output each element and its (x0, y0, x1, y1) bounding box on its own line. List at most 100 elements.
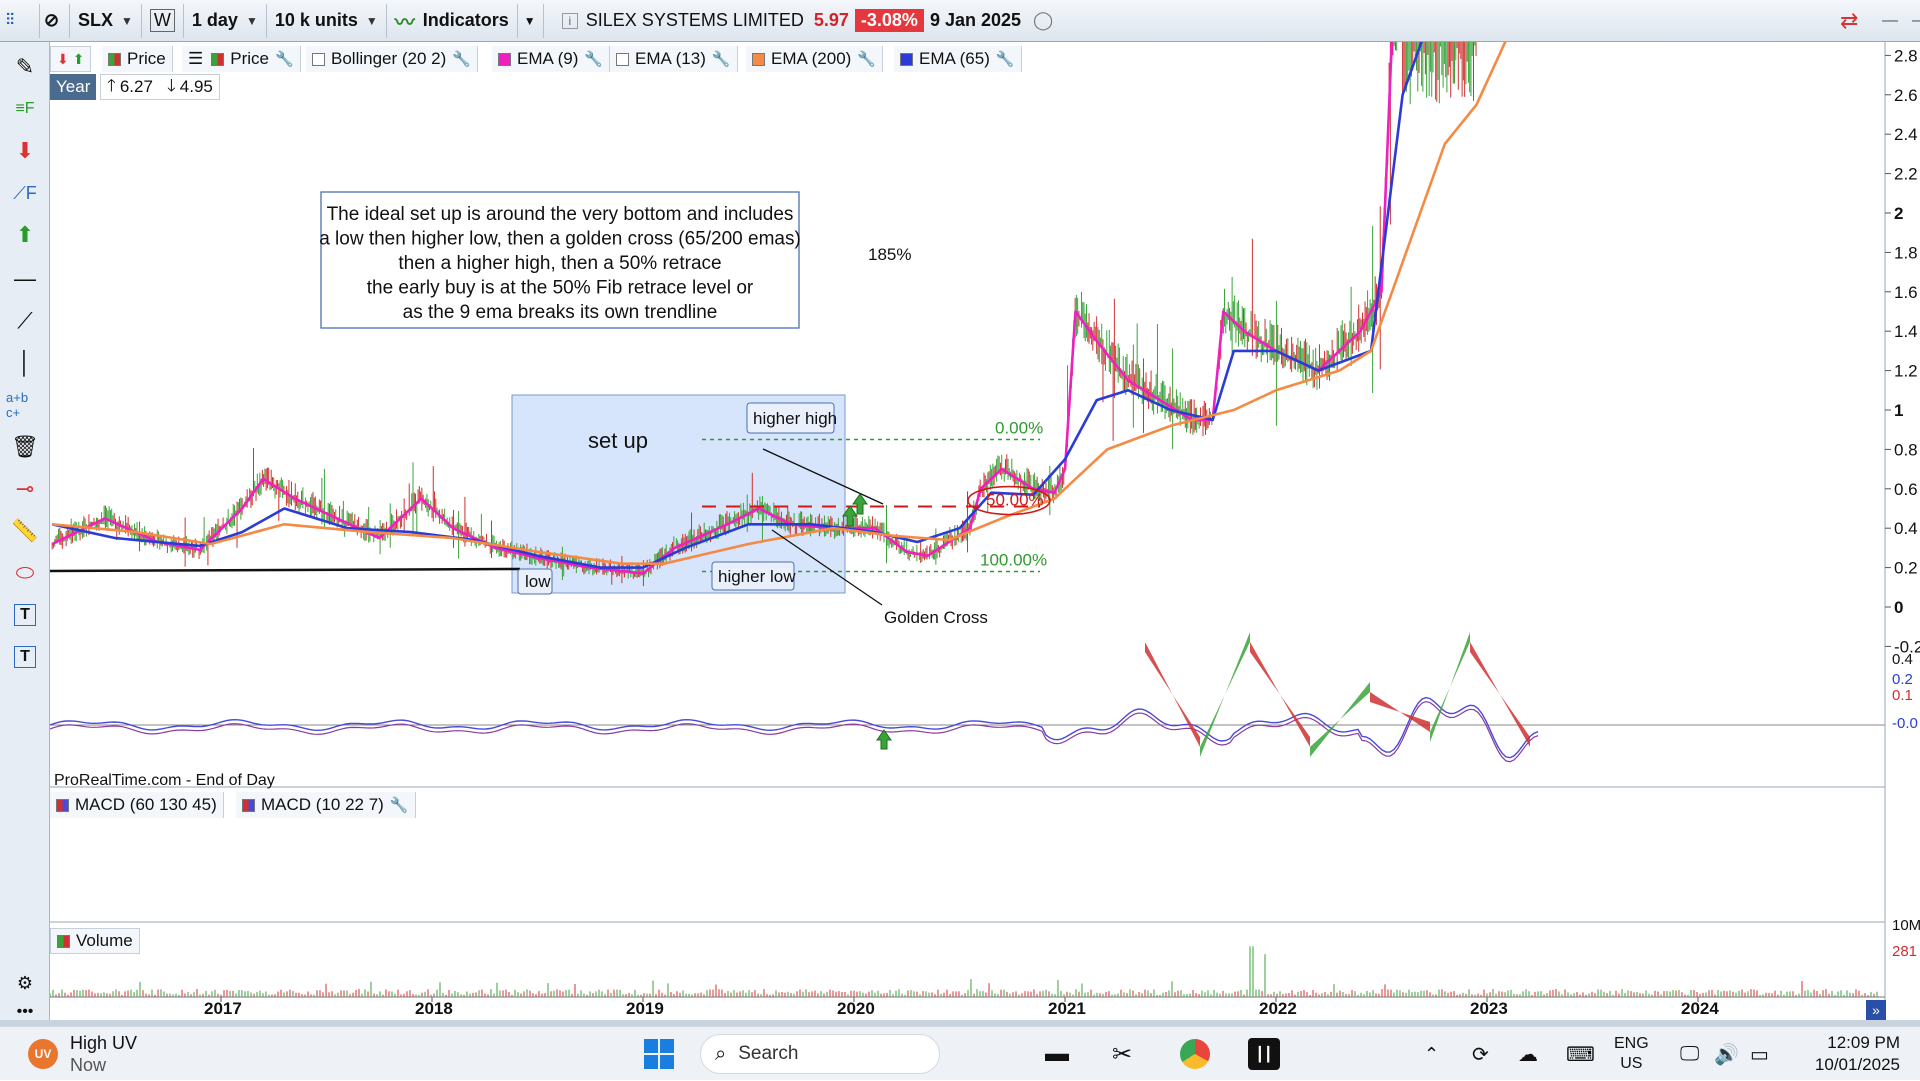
wrench-icon[interactable]: 🔧 (584, 51, 604, 68)
language-indicator[interactable]: ENG US (1614, 1027, 1649, 1081)
legend-volume[interactable]: Volume (50, 928, 140, 954)
fib-tool[interactable]: ≡F (6, 92, 44, 126)
formula-tool[interactable]: a+b c+ (6, 388, 44, 422)
legend-ema200[interactable]: EMA (200) 🔧 (746, 46, 883, 72)
segment-tool[interactable]: ⊸ (6, 472, 44, 506)
indicators-button[interactable]: 〰 Indicators (387, 3, 518, 38)
fib-50-ellipse (967, 485, 1051, 516)
chart-type-button[interactable]: ⫶⫶ (0, 3, 40, 38)
legend-ema9[interactable]: EMA (9) 🔧 (492, 46, 611, 72)
link-button[interactable]: ⊘ (40, 3, 70, 38)
sell-arrow-tool[interactable]: ⬇ (6, 134, 44, 168)
weekly-button[interactable]: W (142, 3, 184, 38)
arrow-down-icon: 🡓 (166, 75, 176, 95)
legend-macd-1[interactable]: MACD (60 130 45) (50, 792, 224, 818)
indicators-dropdown[interactable]: ▼ (518, 3, 544, 38)
weekly-label: W (149, 9, 175, 32)
legend-macd-2[interactable]: MACD (10 22 7) 🔧 (236, 792, 416, 818)
fib-50-label: 50.00% (986, 491, 1044, 510)
scroll-right-button[interactable]: » (1866, 1000, 1886, 1020)
low-label-box (517, 568, 553, 595)
tray-battery[interactable]: ▭ (1750, 1027, 1769, 1081)
symbol-selector[interactable]: SLX ▼ (70, 3, 142, 38)
vertical-line-tool[interactable]: │ (6, 346, 44, 380)
double-chevron-right-icon: » (1872, 1002, 1880, 1018)
legend-ema65[interactable]: EMA (65) 🔧 (894, 46, 1022, 72)
last-price: 5.97 (813, 10, 849, 30)
quote-date: 9 Jan 2025 (929, 10, 1022, 30)
tray-volume[interactable]: 🔊 (1714, 1027, 1739, 1081)
volume-axis-label: 281 (1892, 943, 1917, 960)
fib-fan-tool[interactable]: ⟋F (6, 176, 44, 210)
battery-icon: ▭ (1750, 1043, 1769, 1066)
y-tick-label: 2.2 (1894, 165, 1918, 184)
clock[interactable]: 12:09 PM 10/01/2025 (1800, 1027, 1900, 1081)
ema13-swatch (616, 52, 629, 66)
arrow-up-icon: ⬆ (15, 222, 35, 247)
chart-svg[interactable]: 0.00% 100.00% 50.00% The ideal set up is ar… (49, 0, 1920, 1020)
alerts-tool[interactable]: ⚙ (6, 966, 44, 1000)
buy-arrow (842, 505, 858, 527)
minimize-icon[interactable]: — (1882, 11, 1898, 29)
wrench-icon[interactable]: 🔧 (452, 51, 471, 68)
wrench-icon[interactable]: 🔧 (274, 51, 294, 68)
fib-0-label: 0.00% (995, 419, 1043, 438)
tray-cloud[interactable]: ☁ (1518, 1027, 1538, 1081)
chart-area[interactable]: 0.00% 100.00% 50.00% The ideal set up is ar… (49, 0, 1920, 1020)
ruler-tool[interactable]: 📏 (6, 514, 44, 548)
fan-icon: ⟋F (13, 182, 37, 203)
tray-network[interactable]: 🖵 (1680, 1027, 1699, 1081)
ellipse-tool[interactable]: ⬭ (6, 556, 44, 590)
macd-histogram-band (1470, 642, 1530, 747)
pencil-icon: ✎ (15, 54, 35, 79)
ellipse-icon: ⬭ (15, 560, 35, 585)
interval-selector[interactable]: 1 day ▼ (184, 3, 267, 38)
volume-icon: 🔊 (1714, 1043, 1739, 1066)
keyboard-icon: ⌨ (1566, 1043, 1595, 1066)
tray-keyboard[interactable]: ⌨ (1566, 1027, 1595, 1081)
macd-swatch (242, 798, 255, 812)
more-tools[interactable]: ••• (6, 1003, 44, 1020)
wrench-icon[interactable]: 🔧 (389, 797, 409, 814)
tray-sync[interactable]: ⟳ (1472, 1027, 1489, 1081)
wrench-icon[interactable]: 🔧 (857, 51, 876, 68)
horizontal-line-tool[interactable]: — (6, 262, 44, 296)
legend-price-2[interactable]: ☰ Price 🔧 (182, 46, 301, 72)
text-box-tool[interactable]: T (6, 640, 44, 674)
taskbar-app-chrome[interactable] (1180, 1027, 1210, 1081)
buy-arrow-tool[interactable]: ⬆ (6, 218, 44, 252)
taskbar-app-files[interactable]: ▬ (1045, 1027, 1069, 1081)
macd-histogram-band (1430, 632, 1470, 742)
range-label[interactable]: Year (50, 74, 97, 100)
language-code: ENG (1614, 1035, 1649, 1052)
uv-icon: UV (28, 1039, 58, 1069)
taskbar-app-tool[interactable]: ✂ (1112, 1027, 1132, 1081)
chevron-down-icon: ▼ (523, 13, 536, 28)
taskbar-app-prorealtime[interactable]: ┃┃ (1248, 1027, 1280, 1081)
note-line: then a higher high, then a 50% retrace (398, 253, 721, 274)
sync-button[interactable]: ⇄ (1834, 4, 1864, 38)
legend-ema13[interactable]: EMA (13) 🔧 (610, 46, 738, 72)
info-icon[interactable]: i (561, 12, 578, 29)
y-tick-label: 1.6 (1894, 283, 1918, 302)
more-icon[interactable]: — (1912, 12, 1920, 30)
pencil-tool[interactable]: ✎ (6, 50, 44, 84)
segment-icon: ⊸ (15, 476, 35, 501)
horizontal-line-icon: — (14, 266, 36, 291)
wrench-icon[interactable]: 🔧 (711, 51, 731, 68)
wrench-icon[interactable]: 🔧 (995, 51, 1015, 68)
legend-arrows[interactable]: ⬇ ⬆ (50, 46, 92, 72)
y-tick-label: 2 (1894, 204, 1903, 223)
volume-swatch (57, 934, 70, 948)
legend-bollinger[interactable]: Bollinger (20 2) 🔧 (306, 46, 478, 72)
weather-widget[interactable]: UV High UV Now (28, 1027, 137, 1081)
tray-overflow[interactable]: ⌃ (1424, 1027, 1439, 1081)
units-selector[interactable]: 10 k units ▼ (267, 3, 387, 38)
search-box[interactable]: ⌕ Search (700, 1034, 940, 1074)
legend-price-1[interactable]: Price (102, 46, 173, 72)
trendline-tool[interactable]: ⟋ (6, 304, 44, 338)
start-button[interactable] (644, 1027, 674, 1081)
ema9-trendline (762, 448, 884, 505)
delete-tool[interactable]: 🗑 (6, 430, 44, 464)
text-tool[interactable]: T (6, 598, 44, 632)
